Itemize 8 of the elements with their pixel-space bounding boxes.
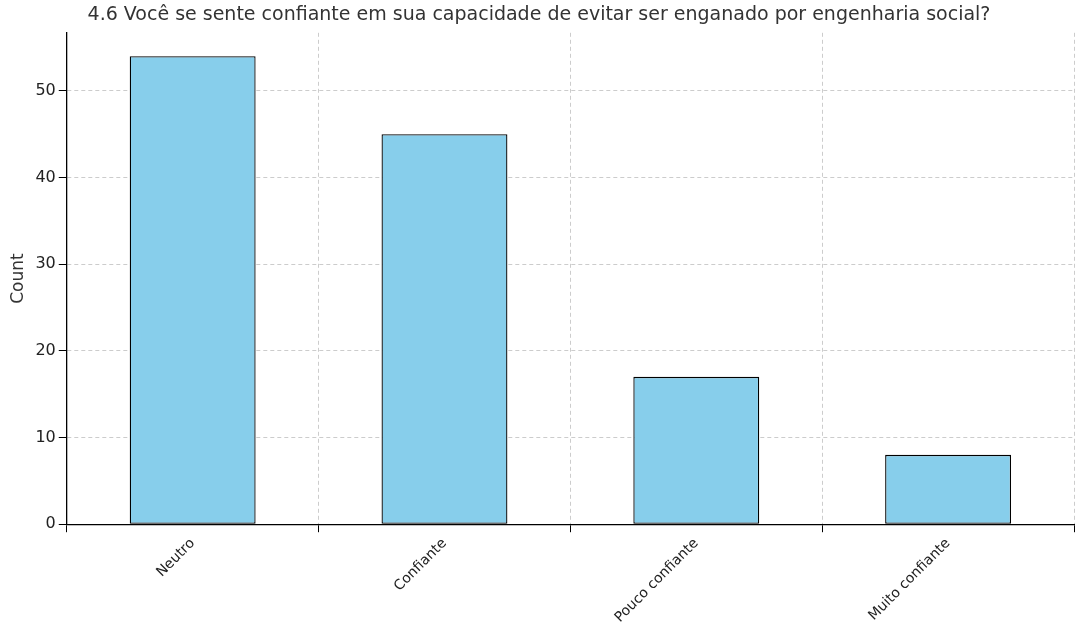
y-tick-label: 20 [35,340,56,360]
y-tick-label: 40 [35,166,56,186]
y-tick-label: 50 [35,80,56,100]
y-tick-label: 30 [35,253,56,273]
y-tick-label: 10 [35,426,56,446]
y-tick-label: 0 [45,513,56,533]
y-axis-title: Count [6,252,27,304]
chart-title: 4.6 Você se sente confiante em sua capacidade de evitar ser enganado por engenharia social? [87,2,991,25]
